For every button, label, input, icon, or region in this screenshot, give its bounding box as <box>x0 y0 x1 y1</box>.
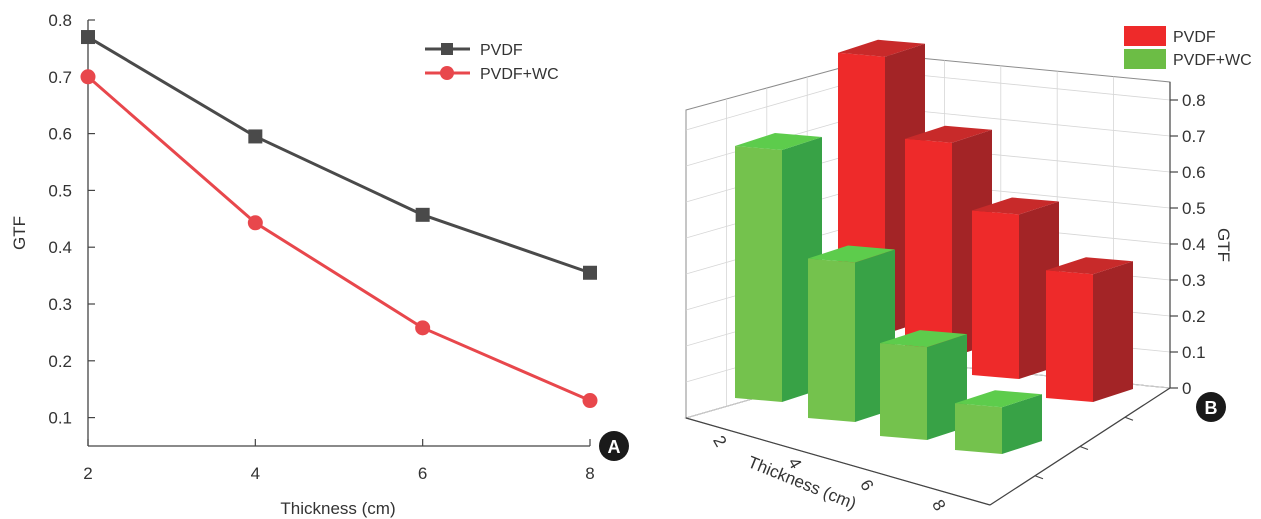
legend-item-pvdf-wc: PVDF+WC <box>425 66 559 83</box>
bar-side-face <box>1002 394 1042 454</box>
z-tick-label: 0.3 <box>1182 271 1206 290</box>
x-axis-label: Thickness (cm) <box>280 499 395 518</box>
series-line-pvdf-wc <box>87 75 591 402</box>
legend-swatch-pvdf-wc <box>1124 49 1166 69</box>
legend-label-pvdf: PVDF <box>480 42 523 59</box>
z-ticks: 0 0.1 0.2 0.3 0.4 0.5 0.6 0.7 0.8 <box>1170 91 1206 398</box>
bar-top-face <box>1046 257 1133 275</box>
bar-front-face <box>972 210 1019 379</box>
y-tick-label: 0.6 <box>48 125 72 144</box>
bar3d-legend: PVDF PVDF+WC <box>1124 26 1252 69</box>
bar-front-face <box>955 403 1002 454</box>
panel-letter-b: B <box>1205 398 1218 418</box>
x-tick-label: 6 <box>418 464 427 483</box>
bar-side-face <box>1093 261 1133 402</box>
bar-front-face <box>905 138 952 357</box>
y-tick-label: 0.4 <box>48 238 72 257</box>
z-tick-label: 0.6 <box>1182 163 1206 182</box>
panel-label-b: B <box>1196 392 1226 422</box>
bar-top-face <box>838 39 925 57</box>
y-tick-label: 0.8 <box>48 11 72 30</box>
bar-pvdf-8 <box>1046 257 1133 402</box>
bar-pvdf-wc-6 <box>880 330 967 440</box>
x-ticks: 2 4 6 8 <box>83 439 595 483</box>
z-tick-label: 0.1 <box>1182 343 1206 362</box>
panel-letter-a: A <box>608 437 621 457</box>
legend-label-pvdf-wc-3d: PVDF+WC <box>1173 52 1252 69</box>
bar-top-face <box>955 390 1042 408</box>
bar-top-face <box>972 197 1059 215</box>
data-point-pvdf-wc <box>80 69 96 85</box>
data-point-pvdf <box>81 30 95 45</box>
bar-pvdf-6 <box>972 197 1059 379</box>
legend-swatch-pvdf <box>1124 26 1166 46</box>
line-chart-axes <box>87 20 590 447</box>
line-series-group <box>80 30 598 409</box>
y-ticks: 0.1 0.2 0.3 0.4 0.5 0.6 0.7 0.8 <box>48 11 95 428</box>
y-tick-label: 0.7 <box>48 68 72 87</box>
bar-top-face <box>808 245 895 263</box>
x-tick-label: 8 <box>585 464 594 483</box>
y-tick-label: 0.1 <box>48 409 72 428</box>
bar-top-face <box>735 133 822 150</box>
depth-ticks <box>1034 416 1134 480</box>
z-axis-label: GTF <box>1214 228 1233 262</box>
bar-pvdf-wc-8 <box>955 390 1042 454</box>
bar-front-face <box>1046 270 1093 402</box>
z-tick-label: 0.5 <box>1182 199 1206 218</box>
legend-label-pvdf-3d: PVDF <box>1173 29 1216 46</box>
panel-label-a: A <box>599 431 629 461</box>
legend-label-pvdf-wc: PVDF+WC <box>480 66 559 83</box>
depth-tick-mark <box>1124 416 1134 421</box>
data-point-pvdf <box>415 207 430 222</box>
x-axis-line-3d <box>685 417 991 506</box>
z-tick-label: 0.8 <box>1182 91 1206 110</box>
data-point-pvdf-wc <box>582 393 598 409</box>
data-point-pvdf-wc <box>247 215 263 231</box>
series-line-pvdf <box>87 35 591 275</box>
y-axis-label: GTF <box>10 216 29 250</box>
y-tick-label: 0.3 <box>48 295 72 314</box>
wall-gridline <box>887 107 1171 137</box>
y-tick-label: 0.5 <box>48 181 72 200</box>
wall-gridline <box>887 71 1171 101</box>
z-tick-label: 0.7 <box>1182 127 1206 146</box>
x-tick-label: 2 <box>83 464 92 483</box>
bar-front-face <box>735 146 782 402</box>
depth-tick-mark <box>1034 475 1044 480</box>
depth-tick-mark <box>1079 445 1089 451</box>
line-chart-panel: 0.1 0.2 0.3 0.4 0.5 0.6 0.7 0.8 2 4 6 8 Thickness … <box>10 11 629 518</box>
z-tick-label: 0.4 <box>1182 235 1206 254</box>
bar3d-x-tick-label: 8 <box>928 496 949 514</box>
z-tick-label: 0 <box>1182 379 1191 398</box>
x-tick-label: 4 <box>251 464 260 483</box>
bar-top-face <box>880 330 967 348</box>
data-point-pvdf-wc <box>415 320 431 336</box>
panel-badge-a <box>599 431 629 461</box>
bar-front-face <box>808 258 855 422</box>
legend-square-marker <box>441 43 453 55</box>
z-tick-label: 0.2 <box>1182 307 1206 326</box>
data-point-pvdf <box>583 265 597 280</box>
panel-badge-b <box>1196 392 1226 422</box>
legend-item-pvdf: PVDF <box>425 42 523 59</box>
y-tick-label: 0.2 <box>48 352 72 371</box>
bar-top-face <box>905 125 992 143</box>
legend-circle-marker <box>440 66 454 80</box>
bar-front-face <box>880 343 927 440</box>
line-legend: PVDF PVDF+WC <box>425 42 559 83</box>
bar3d-x-tick-label: 6 <box>856 476 877 494</box>
bar3d-bars <box>735 39 1133 454</box>
bar3d-x-tick-label: 2 <box>709 432 730 450</box>
data-point-pvdf <box>248 129 263 144</box>
